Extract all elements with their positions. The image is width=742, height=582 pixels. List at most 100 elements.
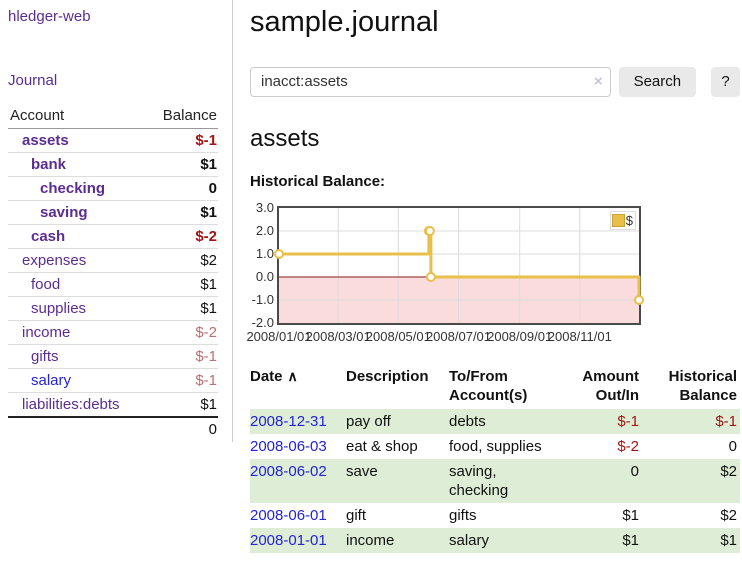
sidebar: hledger-web Journal Account Balance asse… [0, 0, 233, 442]
sidebar-account-row: checking 0 [8, 176, 218, 201]
y-axis-tick-label: 3.0 [255, 199, 274, 215]
register-column-label: Historical [668, 367, 737, 385]
search-button[interactable]: Search [618, 66, 697, 97]
sidebar-account-cell: bank [8, 152, 113, 177]
register-row[interactable]: 2008-12-31 pay off debts $-1 $-1 [250, 408, 740, 434]
sidebar-account-link[interactable]: assets [22, 132, 69, 149]
register-column-header[interactable]: To/From Account(s) [449, 365, 572, 409]
sidebar-account-link[interactable]: expenses [22, 252, 87, 269]
sidebar-account-row: food $1 [8, 272, 218, 297]
sidebar-account-link[interactable]: supplies [31, 300, 87, 317]
register-accounts-cell: food, supplies [449, 434, 572, 459]
sidebar-account-cell: assets [8, 129, 113, 153]
register-column-header[interactable]: Date ∧ [250, 365, 346, 409]
register-column-label: Out/In [595, 386, 639, 404]
register-accounts-line: saving, [449, 462, 497, 480]
page-title: sample.journal [250, 6, 439, 38]
sidebar-account-row: supplies $1 [8, 296, 218, 321]
sidebar-account-link[interactable]: liabilities:debts [22, 396, 120, 413]
register-row[interactable]: 2008-06-03 eat & shop food, supplies $-2 0 [250, 434, 740, 459]
sidebar-account-link[interactable]: food [31, 276, 61, 293]
sidebar-account-balance: $-2 [113, 224, 218, 249]
sidebar-account-cell: cash [8, 224, 113, 249]
sidebar-account-cell: salary [8, 368, 113, 393]
register-column-header[interactable]: Description [346, 365, 449, 409]
register-accounts-line: checking [449, 481, 509, 499]
help-button[interactable]: ? [711, 66, 740, 97]
transaction-date-link[interactable]: 2008-06-02 [250, 462, 327, 480]
sidebar-account-link[interactable]: gifts [31, 348, 59, 365]
sidebar-account-link[interactable]: saving [40, 204, 88, 221]
register-column-label: Balance [679, 386, 737, 404]
register-amount-cell: $1 [572, 527, 642, 553]
transaction-date-link[interactable]: 2008-06-03 [250, 437, 327, 455]
y-axis-tick-label: 0.0 [255, 268, 274, 284]
chart-series-svg [274, 207, 644, 323]
transaction-date-link[interactable]: 2008-06-01 [250, 506, 327, 524]
register-row[interactable]: 2008-06-02 save saving, checking 0 $2 [250, 458, 740, 503]
sidebar-account-row: assets $-1 [8, 129, 218, 153]
accounts-total-row: 0 [8, 416, 218, 441]
sort-ascending-icon: ∧ [287, 367, 298, 384]
sidebar-account-link[interactable]: cash [31, 228, 66, 245]
sidebar-account-row: salary $-1 [8, 368, 218, 393]
transaction-date-link[interactable]: 2008-12-31 [250, 412, 327, 430]
register-row[interactable]: 2008-06-01 gift gifts $1 $2 [250, 503, 740, 528]
sidebar-account-link[interactable]: income [22, 324, 71, 341]
y-axis-tick-label: 1.0 [255, 245, 274, 261]
register-column-label: Amount [582, 367, 639, 385]
sidebar-account-cell: supplies [8, 296, 113, 321]
sidebar-item-journal[interactable]: Journal [8, 72, 58, 89]
sidebar-account-balance: $1 [113, 296, 218, 321]
register-accounts-cell: saving, checking [449, 458, 572, 503]
x-axis-tick-label: 2008/09/01 [487, 328, 553, 344]
sidebar-account-row: income $-2 [8, 320, 218, 345]
sidebar-account-link[interactable]: bank [31, 156, 67, 173]
chart-title: Historical Balance: [250, 172, 386, 190]
search-input[interactable] [250, 66, 611, 97]
y-axis-tick-label: -1.0 [251, 291, 274, 307]
register-date-cell: 2008-01-01 [250, 527, 346, 553]
sidebar-account-row: bank $1 [8, 152, 218, 177]
sidebar-account-balance: 0 [113, 176, 218, 201]
clear-search-icon[interactable]: × [593, 72, 603, 90]
register-accounts-line: gifts [449, 506, 477, 524]
sidebar-account-cell: saving [8, 200, 113, 225]
sidebar-account-balance: $1 [113, 200, 218, 225]
register-column-header[interactable]: Amount Out/In [572, 365, 642, 409]
accounts-total-spacer [8, 416, 113, 441]
sidebar-account-row: expenses $2 [8, 248, 218, 273]
sidebar-account-link[interactable]: checking [40, 180, 106, 197]
sidebar-account-link[interactable]: salary [31, 372, 72, 389]
register-balance-cell: $-1 [642, 408, 740, 434]
x-axis-tick-label: 2008/01/01 [246, 328, 312, 344]
register-balance-cell: 0 [728, 437, 737, 455]
register-amount-cell: $-2 [617, 437, 639, 455]
sidebar-account-cell: liabilities:debts [8, 392, 120, 417]
sidebar-account-balance: $-1 [195, 132, 217, 149]
transaction-date-link[interactable]: 2008-01-01 [250, 531, 327, 549]
brand-link[interactable]: hledger-web [8, 8, 91, 25]
register-column-header[interactable]: Historical Balance [642, 365, 740, 409]
sidebar-account-cell: income [8, 320, 113, 345]
x-axis-tick-label: 2008/03/01 [305, 328, 371, 344]
sidebar-account-row: gifts $-1 [8, 344, 218, 369]
sidebar-account-row: liabilities:debts $1 [8, 392, 218, 417]
accounts-col-account: Account [8, 105, 113, 129]
sidebar-account-balance: $1 [113, 272, 218, 297]
sidebar-account-balance: $1 [113, 392, 218, 417]
x-axis-tick-label: 2008/07/01 [425, 328, 492, 344]
register-row[interactable]: 2008-01-01 income salary $1 $1 [250, 527, 740, 553]
sidebar-account-cell: checking [8, 176, 113, 201]
register-accounts-cell: gifts [449, 503, 572, 528]
accounts-col-balance: Balance [113, 105, 218, 129]
sidebar-account-balance: $-1 [113, 368, 218, 393]
register-date-cell: 2008-06-01 [250, 503, 346, 528]
accounts-total-balance: 0 [113, 416, 218, 441]
accounts-table: Account Balance assets $-1 bank $1 checking 0… [8, 105, 218, 441]
accounts-header-row: Account Balance [8, 105, 218, 129]
register-amount-cell: $1 [622, 506, 639, 524]
register-column-label: Date ∧ [250, 367, 298, 385]
register-column-label: Description [346, 367, 429, 385]
